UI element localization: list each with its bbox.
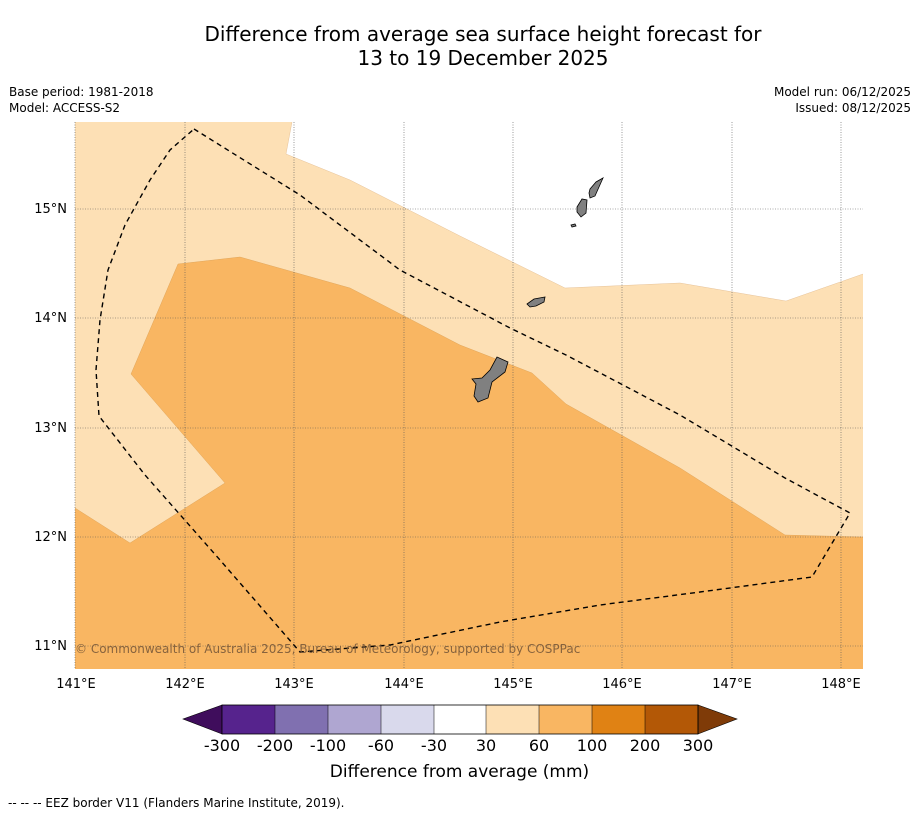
meta-left: Base period: 1981-2018 Model: ACCESS-S2: [9, 84, 154, 116]
colorbar-segment: [539, 705, 592, 734]
lon-label: 148°E: [821, 677, 861, 692]
lon-label: 142°E: [165, 677, 205, 692]
colorbar-tick-label: -200: [257, 736, 293, 755]
lat-label: 14°N: [34, 311, 67, 326]
colorbar-segment: [434, 705, 486, 734]
colorbar-tick-label: 300: [683, 736, 714, 755]
colorbar-segment: [486, 705, 539, 734]
colorbar-tick-label: -30: [421, 736, 447, 755]
title-line-2: 13 to 19 December 2025: [357, 46, 609, 70]
meta-right: Model run: 06/12/2025 Issued: 08/12/2025: [774, 84, 911, 116]
title-line-1: Difference from average sea surface heig…: [204, 22, 762, 46]
island-aguijan: [570, 223, 577, 228]
colorbar-segment: [222, 705, 275, 734]
colorbar-tick-label: 60: [529, 736, 549, 755]
colorbar-tick-label: -100: [310, 736, 346, 755]
colorbar: -300 -200 -100 -60 -30 30 60 100 200 300: [182, 704, 738, 755]
map-title: Difference from average sea surface heig…: [100, 22, 866, 70]
band-boundary: [74, 256, 864, 544]
colorbar-segment: [592, 705, 645, 734]
lat-label: 12°N: [34, 530, 67, 545]
lon-label: 145°E: [493, 677, 533, 692]
island-saipan: [588, 177, 604, 199]
graticule: [74, 122, 863, 669]
colorbar-ticks: -300 -200 -100 -60 -30 30 60 100 200 300: [204, 736, 713, 755]
lon-label: 143°E: [274, 677, 314, 692]
colorbar-segment: [275, 705, 328, 734]
colorbar-tick-label: -60: [368, 736, 394, 755]
colorbar-segment: [381, 705, 434, 734]
lon-label: 144°E: [384, 677, 424, 692]
lat-label: 11°N: [34, 639, 67, 654]
band-30-60: [75, 122, 863, 543]
model-run: Model run: 06/12/2025: [773, 85, 911, 99]
eez-legend-footnote: -- -- -- EEZ border V11 (Flanders Marine…: [8, 796, 345, 810]
colorbar-tick-label: 30: [476, 736, 496, 755]
colorbar-title: Difference from average (mm): [329, 762, 590, 782]
colorbar-arrow-low: [182, 704, 223, 735]
lon-label: 146°E: [602, 677, 642, 692]
colorbar-dividers: [274, 705, 646, 734]
lat-labels: 15°N 14°N 13°N 12°N 11°N: [34, 202, 67, 654]
eez-border: [95, 128, 851, 653]
lat-label: 15°N: [34, 202, 67, 217]
base-period: Base period: 1981-2018: [9, 85, 154, 99]
issued-date: Issued: 08/12/2025: [795, 101, 911, 115]
lon-label: 147°E: [712, 677, 752, 692]
colorbar-outline: [221, 704, 699, 735]
islands: [471, 177, 604, 403]
island-tinian: [576, 198, 588, 218]
colorbar-segment: [645, 705, 698, 734]
island-rota: [526, 296, 546, 308]
copyright-text: © Commonwealth of Australia 2025, Bureau…: [75, 642, 580, 656]
colorbar-arrow-high: [697, 704, 738, 735]
colorbar-tick-label: -300: [204, 736, 240, 755]
colorbar-tick-label: 200: [630, 736, 661, 755]
colorbar-segment: [328, 705, 381, 734]
lon-label: 141°E: [56, 677, 96, 692]
band-60-100: [75, 257, 863, 669]
island-guam: [471, 356, 509, 403]
model-name: Model: ACCESS-S2: [9, 101, 121, 115]
lat-label: 13°N: [34, 421, 67, 436]
colorbar-tick-label: 100: [577, 736, 608, 755]
lon-labels: 141°E 142°E 143°E 144°E 145°E 146°E 147°…: [56, 677, 861, 692]
band-boundary-upper: [285, 121, 864, 302]
